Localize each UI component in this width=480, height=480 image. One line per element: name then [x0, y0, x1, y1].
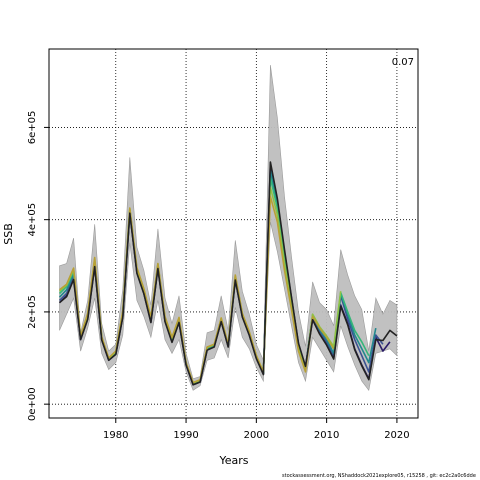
x-tick-label: 2000 [244, 430, 269, 441]
x-tick-label: 1980 [103, 430, 128, 441]
x-axis-title: Years [218, 454, 248, 467]
x-tick-label: 1990 [173, 430, 198, 441]
series-line-5 [59, 195, 335, 384]
chart-annotation: 0.07 [392, 57, 414, 68]
series-line-6 [58, 161, 398, 386]
y-tick-label: 4e+05 [27, 203, 38, 237]
x-tick-label: 2020 [384, 430, 409, 441]
plot-frame [48, 48, 419, 419]
y-tick-label: 0e+00 [27, 387, 38, 421]
footer-credit: stockassessment.org, NShaddock2021explor… [282, 473, 476, 479]
y-axis: 0e+00 2e+05 4e+05 6e+05 [27, 111, 49, 421]
confidence-band [59, 65, 398, 392]
x-axis: 1980 1990 2000 2010 2020 [103, 418, 410, 441]
y-axis-title: SSB [2, 223, 15, 245]
x-tick-label: 2010 [314, 430, 339, 441]
confidence-band-area [59, 65, 398, 392]
y-tick-label: 6e+05 [27, 111, 38, 145]
series-lines [58, 161, 398, 386]
y-tick-label: 2e+05 [27, 295, 38, 329]
